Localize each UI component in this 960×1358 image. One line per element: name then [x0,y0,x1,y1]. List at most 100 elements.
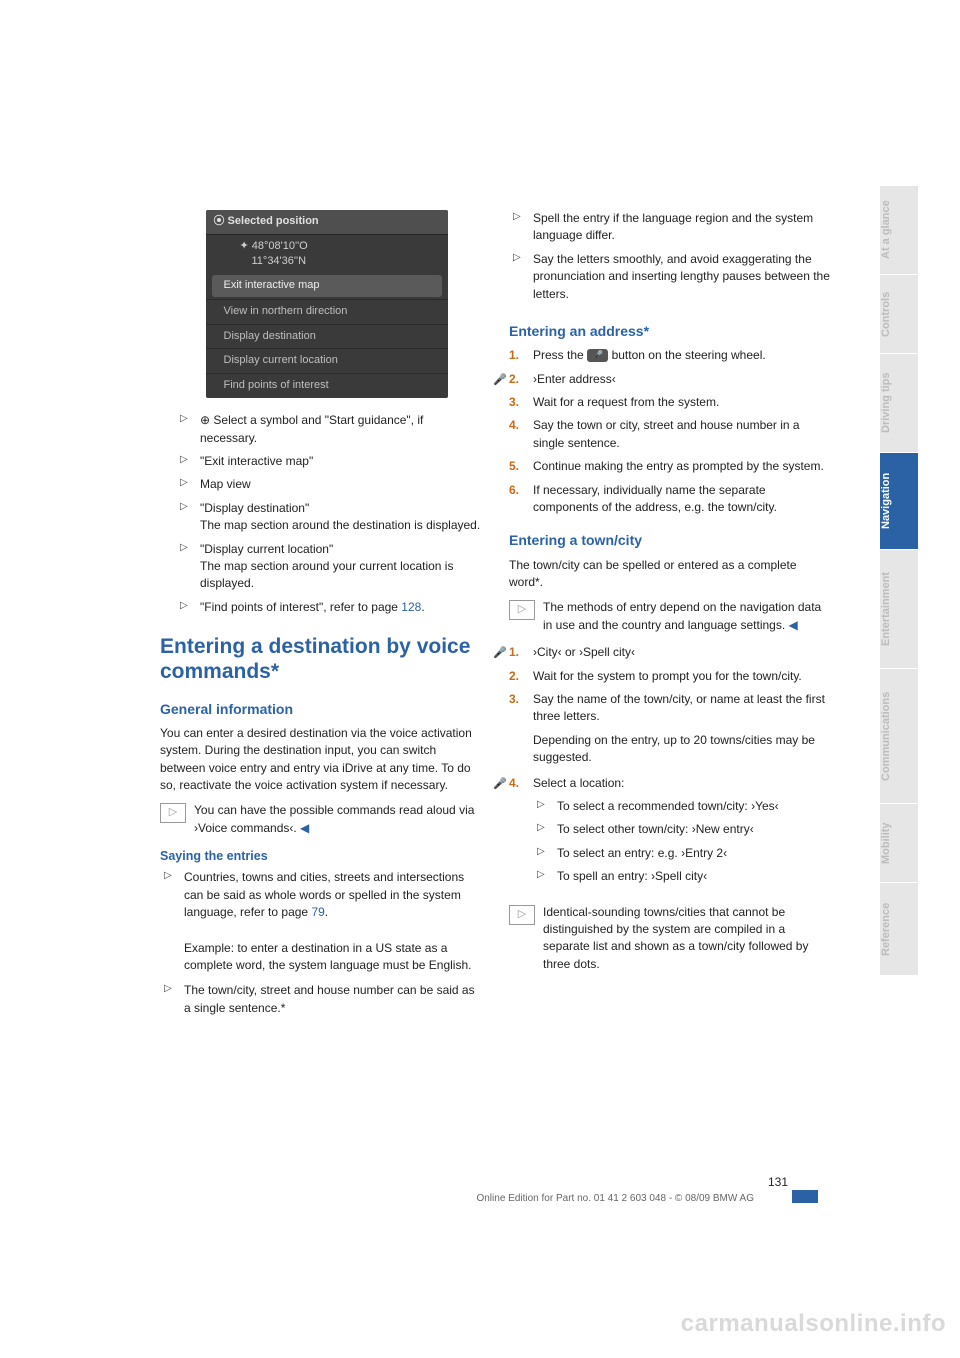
list-text: Select a location: [533,776,624,790]
list-text: ›Enter address‹ [533,372,616,386]
voice-icon: 🎤 [493,646,507,662]
list-text: The map section around your current loca… [200,559,453,590]
list-text: Say the name of the town/city, or name a… [533,692,825,723]
watermark: carmanualsonline.info [681,1310,946,1338]
screenshot-item: Display current location [206,348,448,373]
section-heading: Entering a destination by voice commands… [160,634,481,684]
paragraph: You can enter a desired destination via … [160,725,481,795]
list-item: 4. Say the town or city, street and hous… [509,417,830,452]
list-item: 2. Wait for the system to prompt you for… [509,668,830,685]
list-item: 1. Press the 🎤 button on the steering wh… [509,347,830,364]
list-text: Select a symbol and "Start guidance", if… [200,413,423,444]
list-text: "Display destination" [200,501,309,515]
list-item: "Display destination" The map section ar… [176,500,481,535]
info-note: ▷ The methods of entry depend on the nav… [509,599,830,634]
list-text: . [421,600,424,614]
list-item: "Display current location" The map secti… [176,541,481,593]
subsection-heading: Entering a town/city [509,530,830,550]
screenshot-title: ⦿ Selected position [206,210,448,235]
coord-line-2: 11°34'36''N [240,255,307,267]
list-text: Press the [533,348,587,362]
list-item: The town/city, street and house number c… [160,982,481,1017]
subsubsection-heading: Saying the entries [160,847,481,865]
list-item: To select an entry: e.g. ›Entry 2‹ [533,845,830,862]
note-icon: ▷ [509,600,535,620]
list-text: If necessary, individually name the sepa… [533,483,777,514]
list-text: button on the steering wheel. [608,348,765,362]
list-item: Map view [176,476,481,493]
screenshot-item: Display destination [206,324,448,349]
tab-reference[interactable]: Reference [880,883,918,975]
address-steps: 1. Press the 🎤 button on the steering wh… [509,347,830,516]
page-ref[interactable]: 79 [311,905,324,919]
page-number: 131 [0,1175,788,1189]
list-text: Wait for a request from the system. [533,395,719,409]
top-bullets: Spell the entry if the language region a… [509,210,830,303]
paragraph: The town/city can be spelled or entered … [509,557,830,592]
info-note: ▷ You can have the possible commands rea… [160,802,481,837]
coord-line-1: ✦ 48°08'10''O [240,240,308,252]
sidebar-tabs: At a glance Controls Driving tips Naviga… [880,186,918,976]
list-text: Wait for the system to prompt you for th… [533,669,802,683]
list-text: Continue making the entry as prompted by… [533,459,824,473]
screenshot-bullets: ⊕ Select a symbol and "Start guidance", … [160,412,481,616]
nav-screenshot-wrap: ⦿ Selected position ✦ 48°08'10''O 11°34'… [160,210,481,398]
note-text: You can have the possible commands read … [194,803,474,834]
list-item: Countries, towns and cities, streets and… [160,869,481,921]
town-sub-bullets: To select a recommended town/city: ›Yes‹… [533,798,830,886]
list-text: "Find points of interest", refer to page [200,600,401,614]
tab-communications[interactable]: Communications [880,669,918,803]
heading-text: Entering a destination by voice commands [160,635,470,683]
note-icon: ▷ [509,905,535,925]
list-item: To spell an entry: ›Spell city‹ [533,868,830,885]
screenshot-item: View in northern direction [206,299,448,324]
list-text: Depending on the entry, up to 20 towns/c… [533,732,830,767]
screenshot-selected: Exit interactive map [212,275,442,297]
tab-driving-tips[interactable]: Driving tips [880,354,918,452]
voice-icon: 🎤 [493,777,507,793]
note-text: The methods of entry depend on the navig… [543,600,821,631]
note-text: Identical-sounding towns/cities that can… [543,905,808,971]
list-item: Spell the entry if the language region a… [509,210,830,245]
list-text: "Display current location" [200,542,333,556]
list-item: 3. Wait for a request from the system. [509,394,830,411]
list-item: "Exit interactive map" [176,453,481,470]
list-item: 6. If necessary, individually name the s… [509,482,830,517]
note-icon: ▷ [160,803,186,823]
saying-bullets-2: The town/city, street and house number c… [160,982,481,1017]
page-content: ⦿ Selected position ✦ 48°08'10''O 11°34'… [0,0,880,1358]
subsection-heading: General information [160,699,481,719]
mic-button-icon: 🎤 [587,349,608,362]
nav-screenshot: ⦿ Selected position ✦ 48°08'10''O 11°34'… [206,210,448,398]
page-ref[interactable]: 128 [401,600,421,614]
list-item: 🎤2. ›Enter address‹ [509,371,830,388]
tab-entertainment[interactable]: Entertainment [880,550,918,668]
list-item: To select a recommended town/city: ›Yes‹ [533,798,830,815]
list-item: 3. Say the name of the town/city, or nam… [509,691,830,767]
tab-navigation[interactable]: Navigation [880,453,918,549]
subsection-heading: Entering an address* [509,321,830,341]
list-item: 🎤1. ›City‹ or ›Spell city‹ [509,644,830,661]
voice-icon: 🎤 [493,373,507,389]
list-item: 5. Continue making the entry as prompted… [509,458,830,475]
tab-at-a-glance[interactable]: At a glance [880,186,918,274]
list-item: ⊕ Select a symbol and "Start guidance", … [176,412,481,447]
list-item: "Find points of interest", refer to page… [176,599,481,616]
list-text: ›City‹ or ›Spell city‹ [533,645,635,659]
list-item: 🎤4. Select a location: To select a recom… [509,775,830,886]
list-text: . [325,905,328,919]
tab-mobility[interactable]: Mobility [880,804,918,882]
info-note: ▷ Identical-sounding towns/cities that c… [509,904,830,974]
heading-star: * [271,660,279,683]
paragraph: Example: to enter a destination in a US … [160,940,481,975]
list-item: To select other town/city: ›New entry‹ [533,821,830,838]
screenshot-coords: ✦ 48°08'10''O 11°34'36''N [206,235,448,273]
list-text: Say the town or city, street and house n… [533,418,800,449]
tab-controls[interactable]: Controls [880,275,918,353]
list-item: Say the letters smoothly, and avoid exag… [509,251,830,303]
screenshot-item: Find points of interest [206,373,448,398]
footer-copyright: Online Edition for Part no. 01 41 2 603 … [0,1193,788,1204]
saying-bullets: Countries, towns and cities, streets and… [160,869,481,921]
town-steps: 🎤1. ›City‹ or ›Spell city‹ 2. Wait for t… [509,644,830,885]
list-text: The map section around the destination i… [200,518,480,532]
